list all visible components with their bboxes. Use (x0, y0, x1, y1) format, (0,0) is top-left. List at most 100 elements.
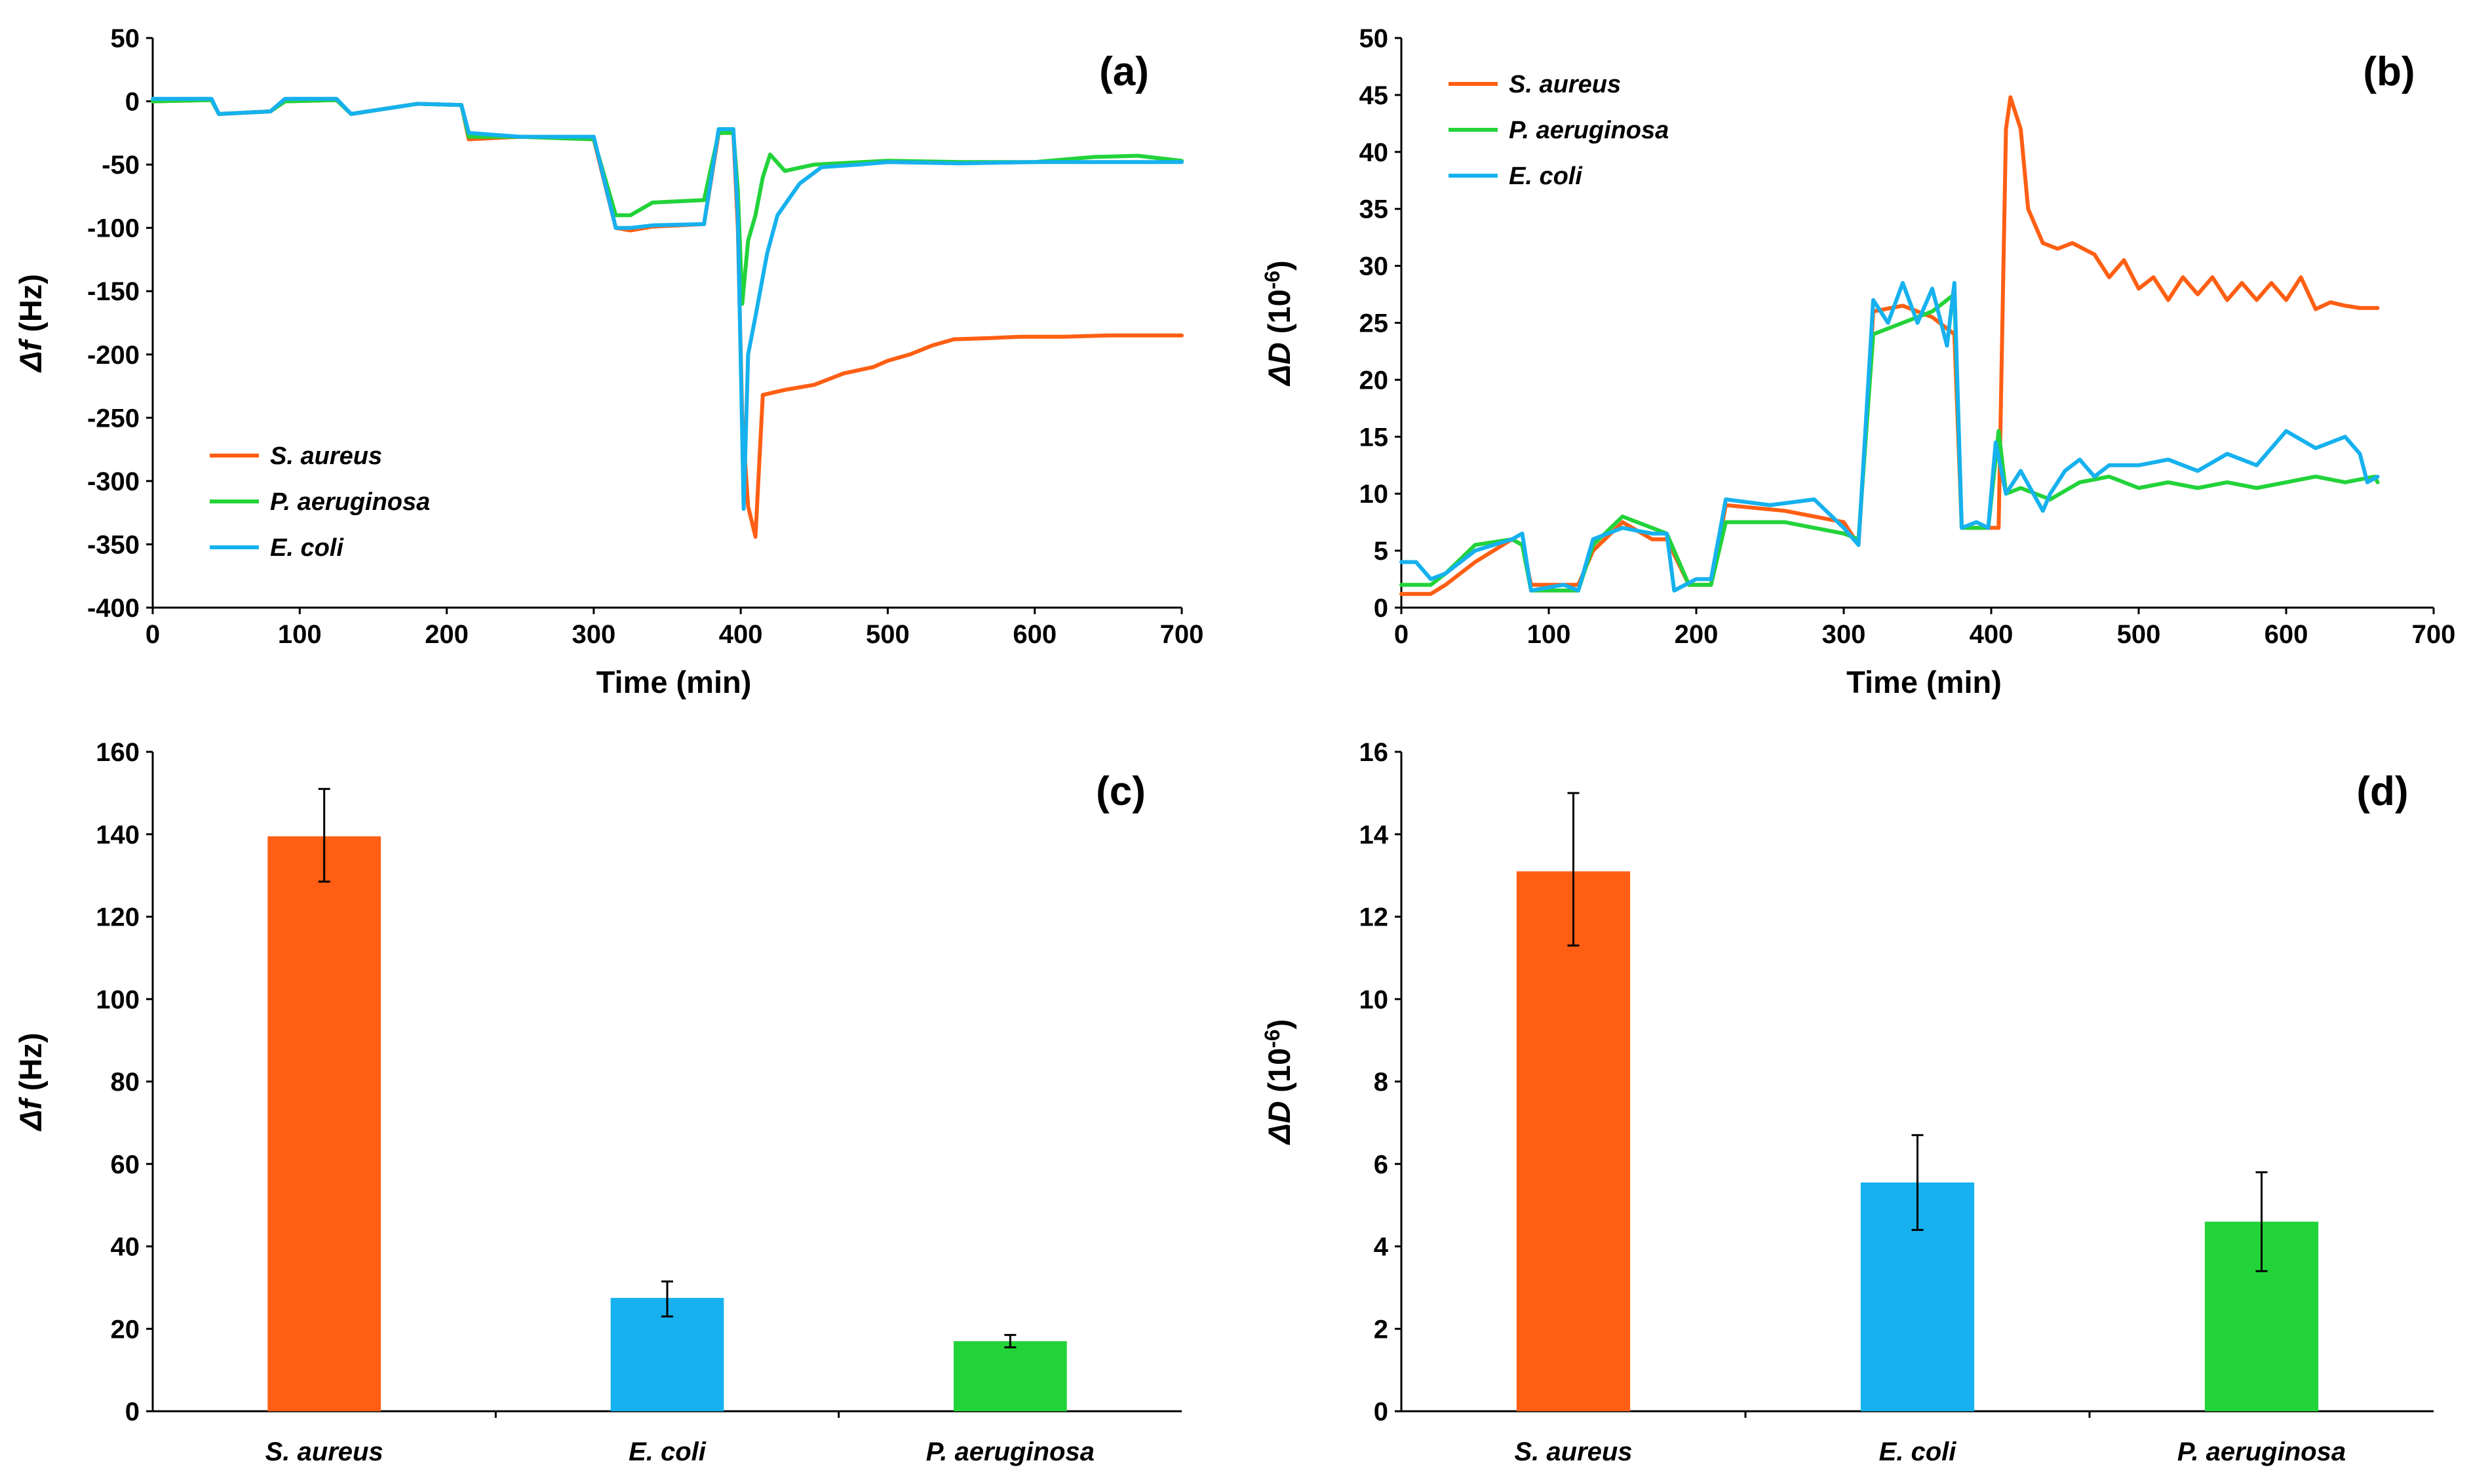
y-axis-unit: (10 (1262, 289, 1296, 342)
y-tick-label: -250 (87, 404, 140, 433)
y-tick-label: -200 (87, 341, 140, 370)
y-axis-symbol: Δf (13, 1097, 48, 1132)
y-tick-label: 2 (1374, 1315, 1388, 1344)
x-axis-title: Time (min) (1846, 665, 2002, 699)
y-tick-label: 16 (1359, 738, 1389, 767)
x-tick-label: 400 (719, 620, 763, 649)
y-axis-symbol: ΔD (1262, 1101, 1296, 1146)
y-axis-symbol: ΔD (1262, 342, 1296, 387)
x-tick-label: 0 (1394, 620, 1409, 649)
x-tick-label: 200 (425, 620, 469, 649)
y-tick-label: 8 (1374, 1068, 1388, 1097)
y-tick-label: -400 (87, 594, 140, 623)
y-tick-label: -300 (87, 467, 140, 496)
bar-p-aeruginosa (953, 1341, 1067, 1411)
y-tick-label: 5 (1374, 537, 1388, 566)
y-tick-label: 20 (1359, 366, 1389, 395)
category-label: S. aureus (265, 1437, 383, 1466)
x-tick-label: 600 (1013, 620, 1057, 649)
y-axis-title: Δf (Hz) (13, 1032, 48, 1131)
y-tick-label: 14 (1359, 821, 1389, 849)
y-axis-title: Δf (Hz) (13, 274, 48, 373)
y-tick-label: 0 (1374, 1397, 1388, 1426)
series-line-s-aureus (151, 98, 1184, 539)
bar-s-aureus (1516, 871, 1631, 1411)
category-label: P. aeruginosa (2177, 1437, 2346, 1466)
y-axis-unit-exponent: -6 (1260, 1029, 1284, 1047)
panel-label: (a) (1099, 49, 1149, 94)
x-tick-label: 0 (146, 620, 160, 649)
x-tick-label: 500 (866, 620, 910, 649)
y-tick-label: 120 (96, 903, 140, 932)
y-tick-label: 40 (1359, 138, 1389, 167)
y-tick-label: 10 (1359, 480, 1389, 509)
y-axis-unit: (Hz) (13, 1032, 48, 1099)
x-tick-label: 300 (572, 620, 615, 649)
x-tick-label: 200 (1675, 620, 1719, 649)
y-tick-label: 0 (1374, 594, 1388, 623)
y-tick-label: -350 (87, 530, 140, 559)
y-axis-unit: (Hz) (13, 274, 48, 341)
legend-label: S. aureus (270, 442, 382, 470)
series-line-e-coli (151, 96, 1184, 511)
legend-label: P. aeruginosa (270, 488, 430, 516)
series-line-p-aeruginosa (151, 98, 1184, 306)
x-tick-label: 300 (1822, 620, 1866, 649)
y-tick-label: -50 (102, 151, 140, 180)
x-tick-label: 700 (1160, 620, 1204, 649)
y-tick-label: 100 (96, 985, 140, 1014)
y-tick-label: 140 (96, 821, 140, 849)
series-line-e-coli (1399, 281, 2380, 593)
y-tick-label: 160 (96, 738, 140, 767)
y-tick-label: 50 (1359, 24, 1389, 53)
legend-label: P. aeruginosa (1509, 117, 1669, 144)
y-tick-label: 4 (1374, 1233, 1389, 1262)
y-axis-title: ΔD (10-6) (1260, 1019, 1296, 1146)
category-label: P. aeruginosa (926, 1437, 1095, 1466)
x-tick-label: 100 (1527, 620, 1571, 649)
y-tick-label: 6 (1374, 1150, 1388, 1179)
chart-c-bar-delta-f: 0 20 40 60 80 100 120 140 160 S. aureus E. coli P. … (13, 738, 1182, 1466)
y-axis-unit-exponent: -6 (1260, 271, 1284, 289)
y-tick-label: 10 (1359, 985, 1389, 1014)
y-tick-label: -150 (87, 277, 140, 306)
x-tick-label: 400 (1970, 620, 2014, 649)
y-axis-unit-close: ) (1262, 260, 1296, 271)
y-tick-label: 12 (1359, 903, 1389, 932)
y-tick-label: 35 (1359, 195, 1389, 224)
y-axis-symbol: Δf (13, 338, 48, 373)
panel-label: (b) (2363, 49, 2415, 94)
y-tick-label: -100 (87, 214, 140, 243)
y-tick-label: 25 (1359, 309, 1389, 338)
chart-d-bar-delta-d: 0 2 4 6 8 10 12 14 16 S. aureus E. coli P. aerugino… (1260, 738, 2434, 1466)
y-axis-unit: (10 (1262, 1048, 1296, 1101)
category-label: E. coli (1879, 1437, 1957, 1466)
category-label: E. coli (629, 1437, 707, 1466)
y-tick-label: 0 (125, 1397, 140, 1426)
y-tick-label: 60 (111, 1150, 140, 1179)
category-label: S. aureus (1514, 1437, 1632, 1466)
x-tick-label: 500 (2117, 620, 2161, 649)
y-axis-unit-close: ) (1262, 1019, 1296, 1030)
bar-s-aureus (267, 836, 381, 1411)
y-tick-label: 30 (1359, 252, 1389, 281)
y-tick-label: 50 (111, 24, 140, 53)
x-axis-title: Time (min) (596, 665, 752, 699)
x-tick-label: 700 (2412, 620, 2456, 649)
legend-label: S. aureus (1509, 71, 1621, 98)
y-tick-label: 0 (125, 88, 140, 117)
series-line-p-aeruginosa (1399, 292, 2380, 593)
y-tick-label: 20 (111, 1315, 140, 1344)
y-tick-label: 45 (1359, 81, 1389, 110)
x-tick-label: 100 (278, 620, 322, 649)
panel-label: (d) (2356, 769, 2408, 814)
legend-label: E. coli (270, 534, 344, 562)
y-axis-title: ΔD (10-6) (1260, 260, 1296, 387)
y-tick-label: 80 (111, 1068, 140, 1097)
y-tick-label: 15 (1359, 423, 1389, 452)
legend-label: E. coli (1509, 163, 1583, 190)
panel-label: (c) (1096, 769, 1146, 814)
